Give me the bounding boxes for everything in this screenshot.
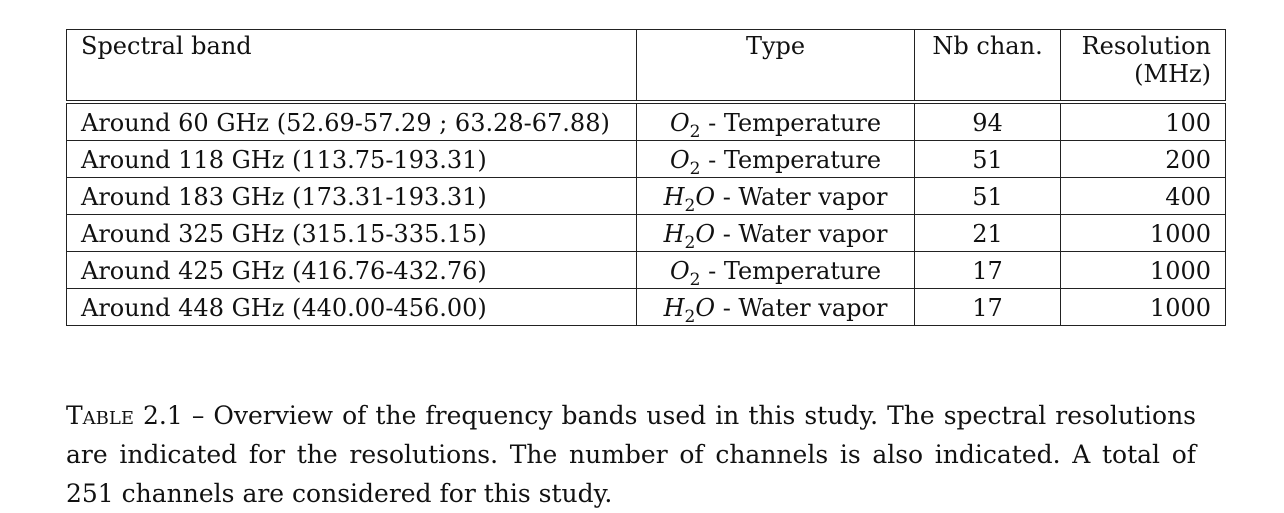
table-header-row: Spectral band Type Nb chan. Resolution (… [65,29,1226,103]
header-type: Type [636,29,915,103]
type-label: - Temperature [700,146,882,174]
cell-type: H2O - Water vapor [636,214,915,253]
molecule-subscript: 2 [689,121,701,142]
type-label: - Water vapor [715,220,888,248]
cell-channels: 51 [913,177,1062,215]
table-row: Around 325 GHz (315.15-335.15) H2O - Wat… [65,214,1226,253]
molecule-symbol: O [669,109,690,137]
molecule-tail: O [695,294,716,322]
molecule-subscript: 2 [684,195,696,216]
cell-resolution: 200 [1060,140,1226,178]
molecule-symbol: H [663,294,685,322]
frequency-bands-table: Spectral band Type Nb chan. Resolution (… [65,29,1226,327]
header-resolution-line2: (MHz) [1134,60,1211,88]
header-resolution: Resolution (MHz) [1060,29,1226,103]
cell-band: Around 448 GHz (440.00-456.00) [65,288,638,326]
cell-resolution: 1000 [1060,251,1226,289]
caption-text: Overview of the frequency bands used in … [66,401,1196,508]
table-row: Around 60 GHz (52.69-57.29 ; 63.28-67.88… [65,100,1226,142]
cell-type: H2O - Water vapor [636,288,915,327]
cell-type: H2O - Water vapor [636,177,915,216]
cell-type: O2 - Temperature [636,251,915,290]
cell-band: Around 118 GHz (113.75-193.31) [65,140,638,178]
cell-resolution: 400 [1060,177,1226,215]
table-row: Around 425 GHz (416.76-432.76) O2 - Temp… [65,251,1226,290]
caption-separator: – [182,401,214,430]
cell-channels: 94 [913,100,1062,141]
header-resolution-line1: Resolution [1081,32,1211,60]
molecule-symbol: H [663,220,685,248]
molecule-subscript: 2 [689,269,701,290]
molecule-subscript: 2 [689,158,701,179]
cell-resolution: 100 [1060,100,1226,141]
molecule-subscript: 2 [684,232,696,253]
molecule-tail: O [695,220,716,248]
cell-resolution: 1000 [1060,288,1226,326]
table-row: Around 118 GHz (113.75-193.31) O2 - Temp… [65,140,1226,179]
table-row: Around 448 GHz (440.00-456.00) H2O - Wat… [65,288,1226,327]
type-label: - Temperature [700,109,882,137]
molecule-subscript: 2 [684,306,696,327]
table-caption: Table 2.1 – Overview of the frequency ba… [66,396,1196,513]
molecule-tail: O [695,183,716,211]
type-label: - Water vapor [715,294,888,322]
header-nb-channels: Nb chan. [913,29,1062,103]
cell-band: Around 425 GHz (416.76-432.76) [65,251,638,289]
molecule-symbol: O [669,146,690,174]
cell-channels: 51 [913,140,1062,178]
cell-band: Around 60 GHz (52.69-57.29 ; 63.28-67.88… [65,100,638,141]
cell-channels: 21 [913,214,1062,252]
type-label: - Temperature [700,257,882,285]
cell-band: Around 183 GHz (173.31-193.31) [65,177,638,215]
type-label: - Water vapor [715,183,888,211]
cell-band: Around 325 GHz (315.15-335.15) [65,214,638,252]
cell-type: O2 - Temperature [636,100,915,142]
molecule-symbol: O [669,257,690,285]
molecule-symbol: H [663,183,685,211]
cell-channels: 17 [913,251,1062,289]
cell-resolution: 1000 [1060,214,1226,252]
caption-label: Table 2.1 [66,401,183,430]
table-row: Around 183 GHz (173.31-193.31) H2O - Wat… [65,177,1226,216]
header-spectral-band: Spectral band [65,29,638,103]
bands-table-container: Spectral band Type Nb chan. Resolution (… [65,29,1226,327]
cell-channels: 17 [913,288,1062,326]
cell-type: O2 - Temperature [636,140,915,179]
